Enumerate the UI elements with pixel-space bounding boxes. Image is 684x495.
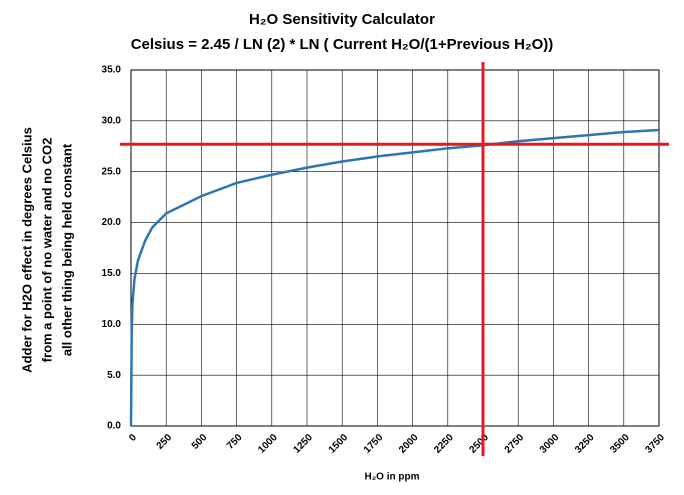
x-tick-label: 3250 [573,432,597,456]
y-tick-label: 5.0 [107,370,121,381]
data-line [129,128,660,427]
plot-frame [130,69,660,427]
x-tick-label: 0 [127,432,139,444]
x-tick-label: 3750 [643,432,667,456]
x-tick-label: 750 [225,432,245,452]
x-tick-label: 3000 [538,432,562,456]
x-tick-label: 2000 [397,432,421,456]
x-tick-label: 2500 [467,432,491,456]
y-tick-label: 15.0 [102,268,122,279]
x-tick-label: 1250 [291,432,315,456]
x-tick-label: 2250 [432,432,456,456]
x-axis-label: H₂O in ppm [365,472,420,483]
y-axis-label: all other thing being held constant [59,143,74,356]
x-tick-label: 250 [155,432,175,452]
x-tick-label: 2750 [503,432,527,456]
y-tick-label: 10.0 [102,319,122,330]
x-tick-label: 1000 [256,432,280,456]
x-tick-label: 1500 [327,432,351,456]
y-axis-label: Adder for H2O effect in degrees Celsius [19,127,34,373]
x-tick-label: 1750 [362,432,386,456]
chart-title: H₂O Sensitivity Calculator [249,11,435,28]
chart-subtitle: Celsius = 2.45 / LN (2) * LN ( Current H… [131,36,554,53]
y-tick-label: 25.0 [102,166,122,177]
y-tick-label: 35.0 [102,65,122,76]
x-tick-label: 3500 [608,432,632,456]
x-tick-label: 500 [190,432,210,452]
y-tick-label: 30.0 [102,115,122,126]
y-tick-label: 20.0 [102,217,122,228]
y-tick-label: 0.0 [107,421,121,432]
y-axis-label: from a point of no water and no CO2 [39,138,54,363]
